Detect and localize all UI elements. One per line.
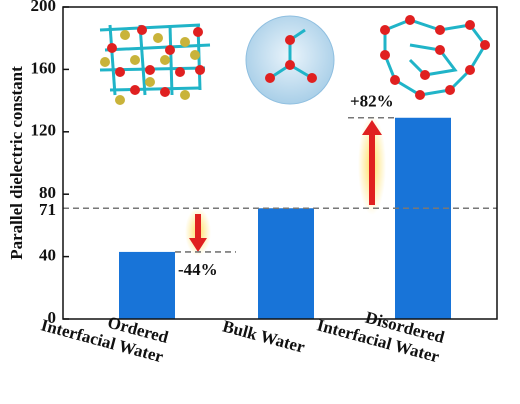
plot-frame xyxy=(62,6,498,320)
ordered-structure xyxy=(99,23,211,105)
y-tick-label: 160 xyxy=(31,58,57,77)
disordered-structure xyxy=(380,15,490,100)
y-tick-label: 120 xyxy=(31,121,57,140)
y-axis-label: Parallel dielectric constant xyxy=(7,66,26,260)
bulk-structure xyxy=(245,15,335,105)
bar xyxy=(395,117,451,319)
y-tick-label: 0 xyxy=(48,308,57,327)
x-tick-label-line: Bulk Water xyxy=(221,316,308,356)
decrease-arrow xyxy=(185,208,211,256)
x-tick-label: Bulk Water xyxy=(221,316,308,356)
y-tick-label: 200 xyxy=(31,0,57,15)
annotation: +82% xyxy=(350,92,394,111)
reference-label: 71 xyxy=(39,200,56,219)
bar xyxy=(119,251,175,319)
y-tick-label: 80 xyxy=(39,183,56,202)
annotation: -44% xyxy=(178,260,218,279)
increase-arrow xyxy=(358,115,386,215)
y-tick-label: 40 xyxy=(39,246,56,265)
bar xyxy=(258,208,314,319)
